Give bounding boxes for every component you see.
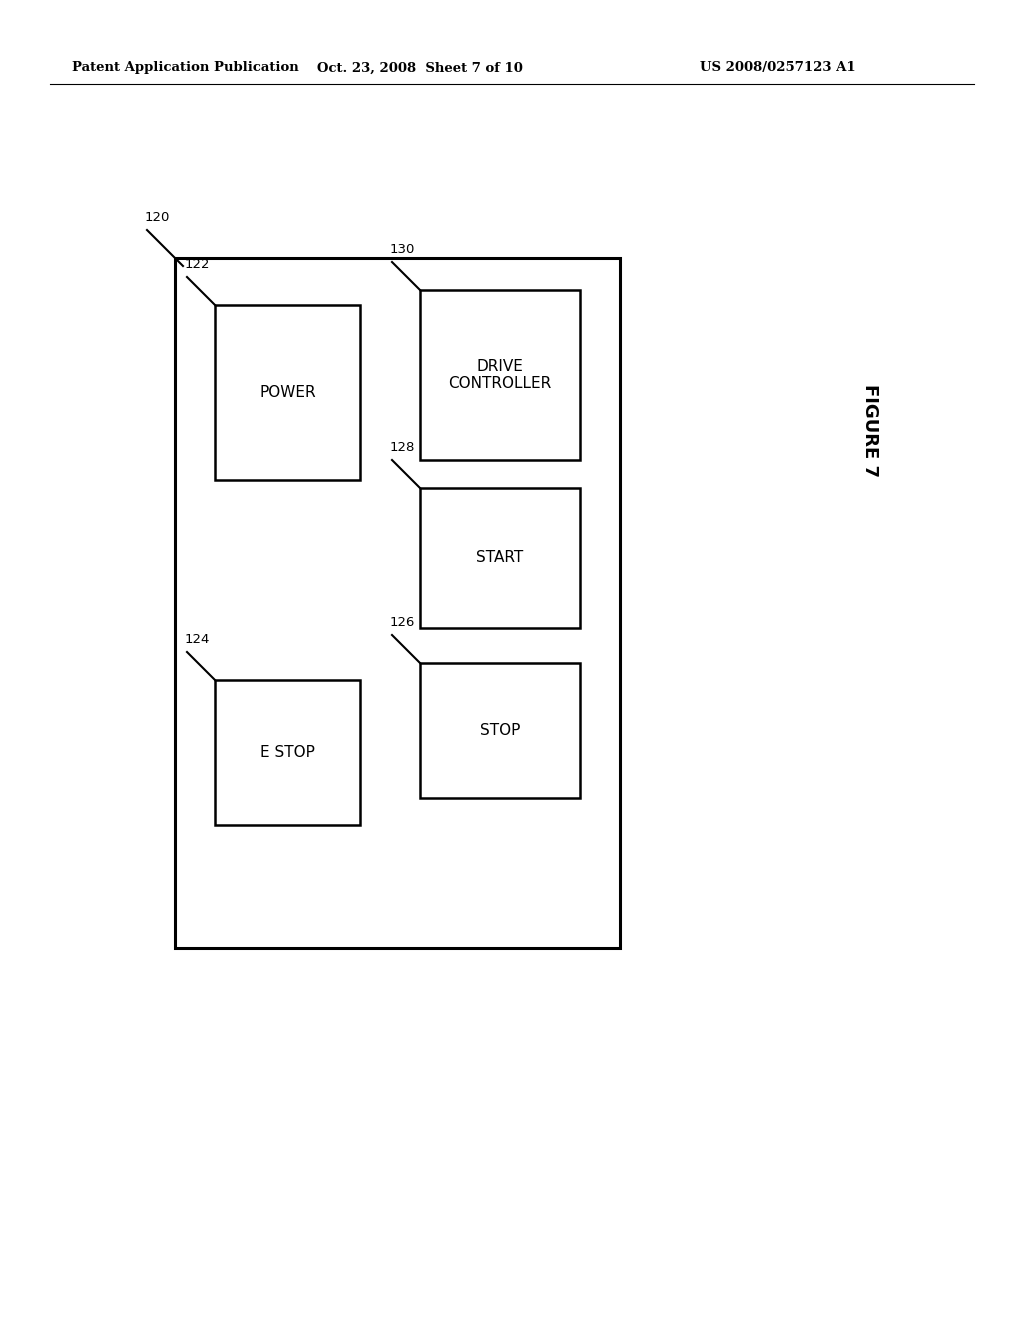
Text: 126: 126 bbox=[390, 616, 416, 630]
Bar bbox=[420, 290, 580, 459]
Text: DRIVE
CONTROLLER: DRIVE CONTROLLER bbox=[449, 359, 552, 391]
Bar bbox=[420, 488, 580, 628]
Text: E STOP: E STOP bbox=[260, 744, 315, 760]
Bar bbox=[420, 663, 580, 799]
Text: POWER: POWER bbox=[259, 385, 315, 400]
Text: Oct. 23, 2008  Sheet 7 of 10: Oct. 23, 2008 Sheet 7 of 10 bbox=[317, 62, 523, 74]
Text: 122: 122 bbox=[185, 257, 211, 271]
Text: 120: 120 bbox=[145, 211, 170, 224]
Text: US 2008/0257123 A1: US 2008/0257123 A1 bbox=[700, 62, 856, 74]
Bar bbox=[175, 257, 620, 948]
Text: STOP: STOP bbox=[480, 723, 520, 738]
Text: FIGURE 7: FIGURE 7 bbox=[861, 384, 879, 477]
Text: 124: 124 bbox=[185, 634, 210, 645]
Text: 128: 128 bbox=[390, 441, 416, 454]
Text: START: START bbox=[476, 550, 523, 565]
Text: Patent Application Publication: Patent Application Publication bbox=[72, 62, 299, 74]
Bar bbox=[215, 305, 360, 480]
Bar bbox=[215, 680, 360, 825]
Text: 130: 130 bbox=[390, 243, 416, 256]
